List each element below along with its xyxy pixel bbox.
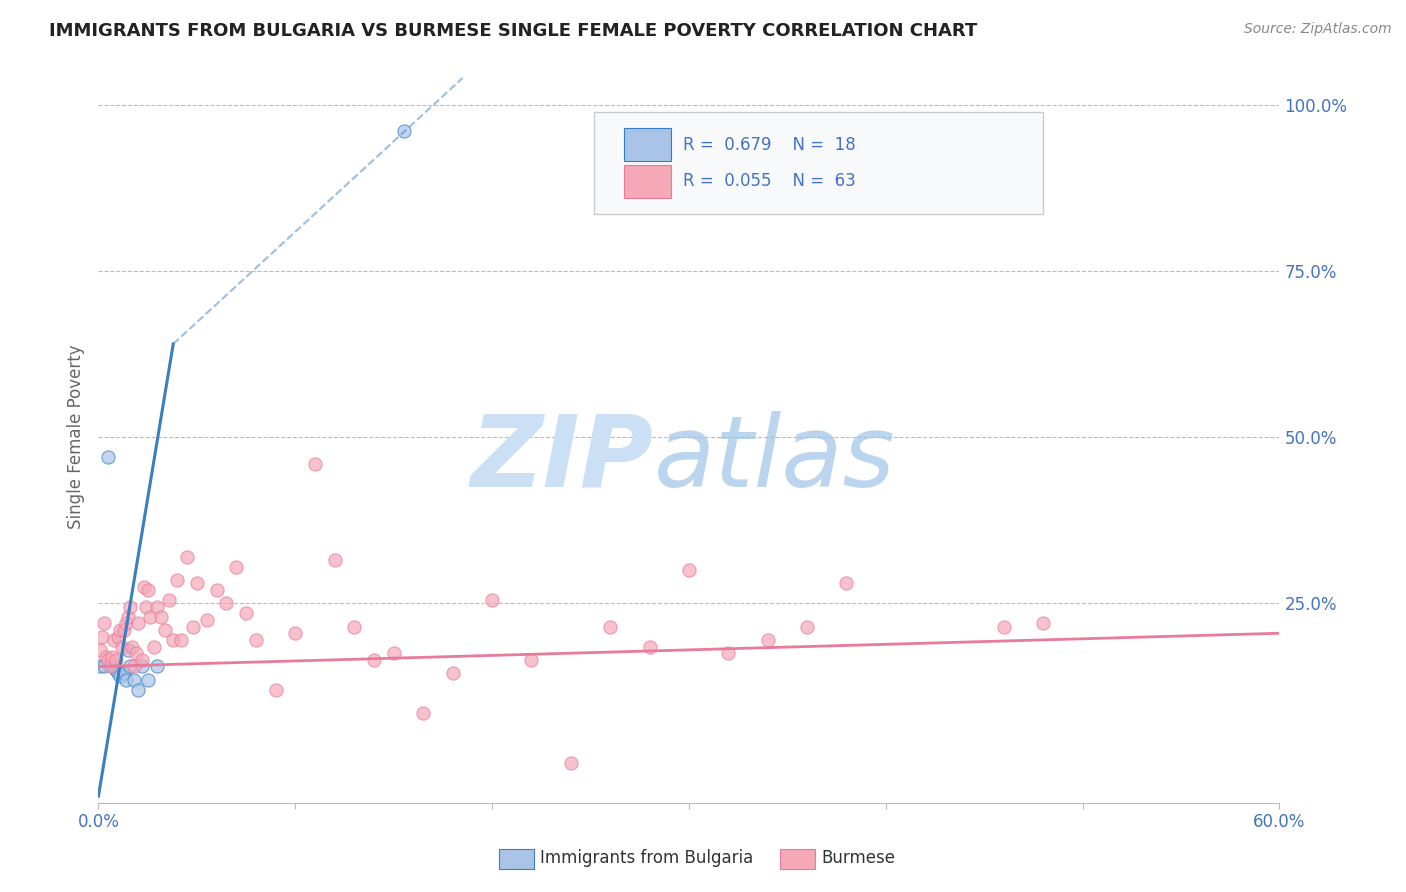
Point: [135, 599, 157, 614]
Point: [115, 616, 138, 631]
Point: [96, 649, 118, 664]
Text: Burmese: Burmese: [821, 849, 896, 867]
Point: [146, 599, 169, 614]
Point: [122, 659, 145, 673]
Point: [181, 619, 204, 633]
Point: [117, 609, 139, 624]
Point: [195, 613, 218, 627]
Point: [392, 124, 415, 138]
Point: [284, 626, 307, 640]
Point: [108, 669, 131, 683]
Point: [112, 666, 135, 681]
Point: [118, 659, 141, 673]
Point: [122, 673, 145, 687]
Point: [105, 653, 128, 667]
Point: [121, 640, 143, 654]
Point: [835, 576, 858, 591]
Point: [520, 653, 543, 667]
Point: [117, 643, 139, 657]
Point: [343, 619, 366, 633]
Point: [599, 619, 621, 633]
Point: [101, 659, 124, 673]
Point: [115, 673, 138, 687]
Point: [136, 673, 159, 687]
Bar: [624, 128, 671, 161]
Point: [112, 623, 135, 637]
Point: [138, 609, 160, 624]
Point: [103, 659, 125, 673]
Bar: [624, 165, 671, 197]
Point: [264, 682, 287, 697]
Point: [146, 659, 169, 673]
Point: [150, 609, 173, 624]
Point: [304, 457, 326, 471]
Point: [412, 706, 434, 720]
Point: [176, 549, 198, 564]
Text: R =  0.679    N =  18: R = 0.679 N = 18: [683, 136, 856, 153]
Point: [363, 653, 385, 667]
Point: [993, 619, 1015, 633]
Point: [131, 653, 153, 667]
Point: [481, 593, 503, 607]
Point: [97, 450, 120, 464]
Point: [89, 659, 111, 673]
Point: [225, 559, 247, 574]
Point: [717, 646, 740, 660]
Point: [118, 599, 141, 614]
Point: [111, 640, 134, 654]
Point: [131, 659, 153, 673]
Point: [93, 616, 115, 631]
Point: [103, 632, 125, 647]
Text: ZIP: ZIP: [471, 410, 654, 508]
Point: [245, 632, 267, 647]
Point: [1032, 616, 1054, 631]
Text: Source: ZipAtlas.com: Source: ZipAtlas.com: [1244, 22, 1392, 37]
Point: [93, 659, 115, 673]
Text: atlas: atlas: [654, 410, 896, 508]
Point: [105, 663, 128, 677]
Point: [756, 632, 779, 647]
Point: [235, 607, 257, 621]
Point: [142, 640, 165, 654]
Point: [97, 653, 120, 667]
Point: [186, 576, 208, 591]
FancyBboxPatch shape: [595, 112, 1043, 214]
Point: [170, 632, 193, 647]
Point: [91, 630, 114, 644]
Point: [127, 616, 149, 631]
Point: [205, 582, 228, 597]
Point: [166, 573, 188, 587]
Point: [382, 646, 405, 660]
Point: [638, 640, 661, 654]
Point: [157, 593, 180, 607]
Point: [560, 756, 582, 770]
Point: [89, 643, 111, 657]
Point: [107, 666, 129, 681]
Point: [678, 563, 700, 577]
Point: [155, 623, 177, 637]
Text: R =  0.055    N =  63: R = 0.055 N = 63: [683, 172, 856, 190]
Point: [132, 580, 155, 594]
Point: [441, 666, 464, 681]
Point: [108, 623, 131, 637]
Point: [796, 619, 818, 633]
Text: Immigrants from Bulgaria: Immigrants from Bulgaria: [540, 849, 754, 867]
Point: [127, 682, 149, 697]
Point: [323, 553, 346, 567]
Point: [136, 582, 159, 597]
Point: [107, 630, 129, 644]
Point: [162, 632, 184, 647]
Point: [125, 646, 148, 660]
Point: [98, 659, 121, 673]
Y-axis label: Single Female Poverty: Single Female Poverty: [66, 345, 84, 529]
Point: [101, 649, 124, 664]
Point: [215, 596, 238, 610]
Text: IMMIGRANTS FROM BULGARIA VS BURMESE SINGLE FEMALE POVERTY CORRELATION CHART: IMMIGRANTS FROM BULGARIA VS BURMESE SING…: [49, 22, 977, 40]
